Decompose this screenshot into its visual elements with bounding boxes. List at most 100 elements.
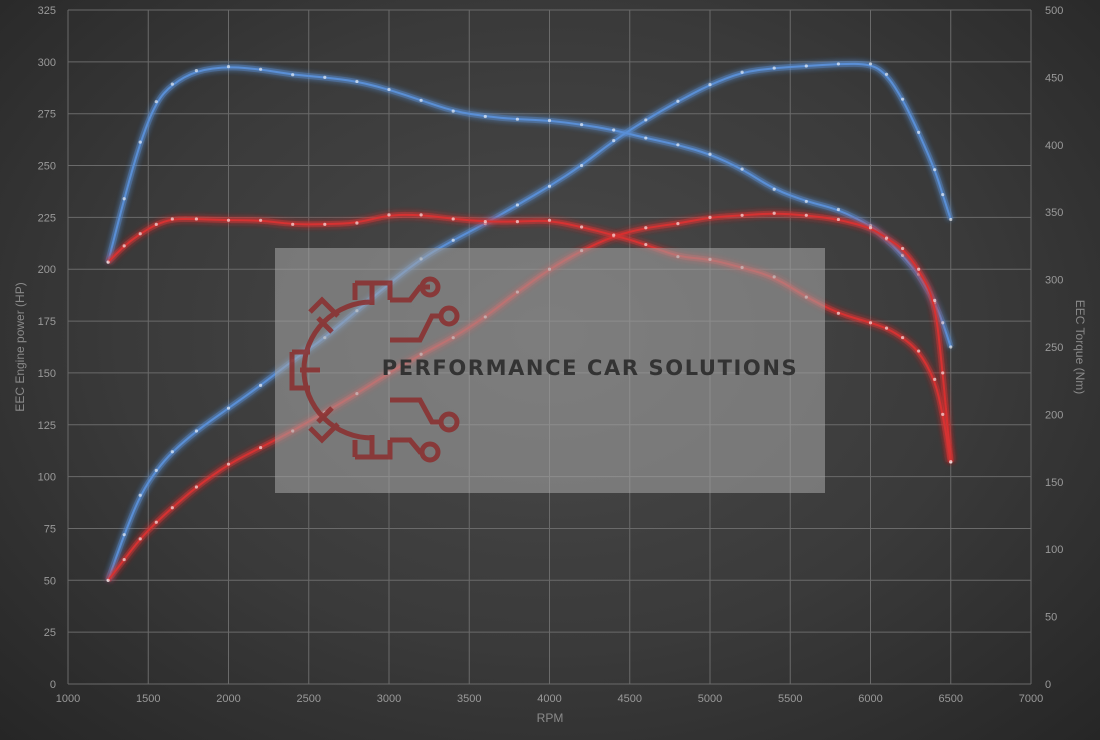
x-tick-label: 2000	[216, 693, 240, 705]
series-point-3	[933, 377, 937, 381]
series-point-0	[644, 118, 648, 122]
x-tick-label: 5500	[778, 693, 802, 705]
x-tick-label: 6000	[858, 693, 882, 705]
left-axis-label: EEC Engine power (HP)	[13, 282, 27, 411]
series-point-0	[933, 168, 937, 172]
series-point-2	[868, 226, 873, 230]
series-point-1	[644, 136, 648, 140]
series-point-1	[226, 65, 231, 69]
series-point-2	[154, 520, 158, 524]
series-point-0	[804, 64, 808, 68]
series-point-3	[917, 349, 921, 353]
left-tick-label: 25	[44, 627, 56, 639]
right-tick-label: 450	[1045, 72, 1063, 84]
series-point-0	[949, 217, 953, 222]
series-point-1	[941, 321, 945, 325]
right-tick-label: 100	[1045, 544, 1063, 556]
series-line-3	[107, 213, 952, 462]
left-tick-label: 275	[38, 109, 56, 121]
left-tick-label: 150	[38, 368, 56, 380]
series-point-3	[949, 459, 953, 464]
series-point-1	[483, 114, 487, 119]
series-point-3	[194, 217, 198, 221]
x-tick-label: 6500	[939, 693, 963, 705]
series-point-2	[676, 222, 680, 226]
series-point-0	[941, 192, 945, 197]
series-point-3	[106, 260, 110, 264]
series-point-1	[355, 79, 359, 84]
right-tick-label: 150	[1045, 477, 1063, 489]
left-tick-label: 175	[38, 316, 56, 328]
series-point-3	[941, 412, 945, 416]
series-point-0	[515, 203, 520, 207]
series-point-1	[804, 199, 808, 204]
series-point-2	[170, 506, 174, 510]
series-point-3	[387, 213, 391, 217]
series-point-3	[884, 326, 889, 330]
series-point-1	[451, 109, 455, 113]
series-point-2	[194, 485, 198, 489]
series-point-1	[194, 69, 198, 73]
series-point-3	[901, 335, 905, 340]
series-point-1	[291, 73, 295, 77]
series-point-0	[884, 72, 889, 76]
series-point-1	[138, 140, 142, 144]
series-point-2	[804, 213, 808, 217]
series-point-1	[949, 345, 953, 349]
series-point-2	[259, 445, 263, 450]
series-point-0	[708, 83, 712, 87]
series-point-1	[547, 118, 552, 123]
left-tick-label: 125	[38, 420, 56, 432]
watermark: PERFORMANCE CAR SOLUTIONS	[275, 248, 825, 493]
series-point-1	[612, 128, 616, 132]
series-point-1	[836, 207, 841, 212]
series-point-0	[451, 238, 455, 242]
series-point-1	[419, 98, 423, 102]
series-point-0	[547, 184, 552, 188]
left-tick-label: 75	[44, 523, 56, 535]
series-point-0	[259, 383, 263, 387]
series-point-1	[170, 82, 174, 86]
series-point-0	[170, 450, 174, 454]
series-point-0	[740, 70, 744, 74]
series-point-0	[226, 406, 231, 410]
right-tick-label: 50	[1045, 612, 1057, 624]
series-point-1	[772, 187, 776, 191]
series-point-0	[154, 468, 158, 472]
x-axis-label: RPM	[537, 711, 564, 725]
watermark-panel	[275, 248, 825, 493]
x-tick-label: 3500	[457, 693, 481, 705]
x-tick-label: 2500	[297, 693, 321, 705]
x-axis-ticks: 1000 1500 2000 2500 3000 3500 4000 4500 5000 5500…	[56, 693, 1043, 705]
series-point-3	[836, 311, 841, 315]
right-tick-label: 500	[1045, 5, 1063, 17]
series-point-0	[612, 139, 616, 143]
series-point-1	[122, 197, 126, 201]
right-axis-ticks: 0 50 100 150 200 250 300 350 400 450 500	[1045, 5, 1063, 691]
series-point-2	[884, 236, 889, 240]
series-point-0	[772, 66, 776, 70]
series-point-0	[138, 493, 142, 497]
series-point-1	[740, 167, 744, 171]
series-point-2	[644, 226, 648, 230]
series-point-3	[644, 242, 648, 247]
series-point-2	[933, 298, 937, 302]
x-tick-label: 1500	[136, 693, 160, 705]
series-point-0	[580, 163, 584, 168]
series-point-2	[901, 246, 905, 251]
x-tick-label: 1000	[56, 693, 80, 705]
right-axis-label: EEC Torque (Nm)	[1073, 300, 1087, 394]
series-point-3	[259, 218, 263, 222]
series-point-3	[170, 217, 174, 221]
watermark-text: PERFORMANCE CAR SOLUTIONS	[382, 356, 799, 380]
series-point-0	[194, 429, 198, 433]
series-point-1	[154, 100, 158, 104]
series-point-0	[868, 62, 873, 66]
series-point-2	[106, 578, 110, 582]
right-tick-label: 300	[1045, 275, 1063, 287]
x-tick-label: 4500	[618, 693, 642, 705]
series-point-3	[291, 222, 295, 226]
left-tick-label: 200	[38, 264, 56, 276]
series-point-1	[676, 143, 680, 147]
